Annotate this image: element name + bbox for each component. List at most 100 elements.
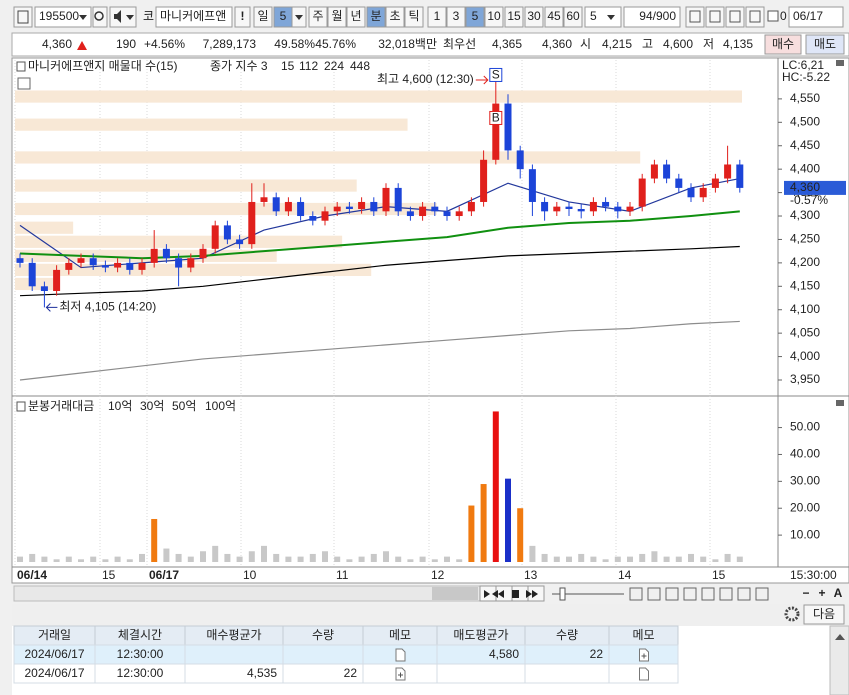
memo-icon[interactable]	[395, 648, 406, 662]
scroll-up[interactable]	[835, 634, 845, 640]
volume-bar	[431, 559, 438, 562]
table-cell[interactable]	[282, 644, 364, 665]
button-frame[interactable]	[253, 6, 273, 28]
quote-ask: 4,365	[492, 37, 522, 51]
button-frame[interactable]	[346, 6, 366, 28]
nav-icon	[512, 590, 519, 598]
table-cell[interactable]	[524, 663, 610, 684]
chart-tool-icon[interactable]	[629, 587, 643, 601]
table-cell[interactable]	[184, 644, 284, 665]
chart-tool-icon[interactable]	[737, 587, 751, 601]
button-frame[interactable]	[427, 6, 447, 28]
settings-icon[interactable]	[784, 606, 800, 622]
scroll-track[interactable]	[13, 585, 481, 602]
chart-tool-icon[interactable]	[701, 587, 715, 601]
button-frame[interactable]	[308, 6, 328, 28]
table-cell[interactable]	[436, 663, 526, 684]
button-frame[interactable]	[563, 6, 583, 28]
candle-body	[53, 269, 61, 291]
y-tick-label: 4,200	[790, 255, 820, 269]
last-price: 4,360	[790, 180, 820, 194]
button-frame[interactable]	[385, 6, 405, 28]
volume-bar	[590, 556, 597, 562]
button-frame[interactable]	[484, 6, 504, 28]
button-frame[interactable]	[366, 6, 386, 28]
dropdown-arrow[interactable]	[295, 15, 303, 20]
button-frame[interactable]	[404, 6, 424, 28]
button-frame[interactable]	[446, 6, 466, 28]
button-frame[interactable]	[544, 6, 564, 28]
chart-tool-icon[interactable]	[683, 587, 697, 601]
button-frame[interactable]	[524, 6, 544, 28]
button-frame[interactable]	[685, 6, 705, 28]
time-label: 15	[102, 568, 116, 582]
candle-body	[663, 164, 671, 179]
volume-bar	[236, 556, 243, 562]
candle-body	[16, 258, 24, 263]
volume-profile-bar	[15, 221, 74, 234]
candle-body	[565, 206, 573, 209]
chart-tool-icon[interactable]	[755, 587, 769, 601]
y-tick-label: 4,450	[790, 138, 820, 152]
candle-body	[101, 265, 109, 268]
icon	[17, 10, 29, 24]
button-frame[interactable]	[13, 6, 33, 28]
button-frame[interactable]	[705, 6, 725, 28]
minute-button: 60	[566, 9, 580, 23]
dropdown-arrow[interactable]	[79, 15, 87, 20]
minute-button: 3	[453, 9, 460, 23]
candle-body	[553, 206, 561, 212]
quote-low: 4,135	[723, 37, 753, 51]
nav-icon	[526, 590, 538, 598]
button-frame[interactable]	[805, 34, 845, 55]
chart-tool-icon[interactable]	[719, 587, 733, 601]
button-frame[interactable]	[155, 6, 233, 28]
search-icon[interactable]	[94, 11, 104, 21]
button-frame[interactable]	[725, 6, 745, 28]
chart-tool-icon[interactable]	[665, 587, 679, 601]
volume-profile-bar	[15, 277, 59, 291]
volume-bar	[163, 548, 170, 562]
tool-icon	[749, 10, 761, 23]
volume-bar	[639, 553, 646, 562]
candle-body	[28, 262, 36, 287]
candle-body	[638, 178, 646, 207]
button-frame[interactable]	[465, 6, 485, 28]
dropdown-arrow[interactable]	[607, 15, 615, 20]
speaker-icon[interactable]	[114, 10, 121, 23]
y-tick-label: 4,100	[790, 302, 820, 316]
button-frame[interactable]	[745, 6, 765, 28]
button-frame[interactable]	[504, 6, 524, 28]
button-frame[interactable]	[764, 34, 802, 55]
table-cell-text: 4,535	[247, 666, 277, 680]
time-label: 15	[712, 568, 726, 582]
button-frame[interactable]	[34, 6, 92, 28]
table-header: 매수평균가	[206, 628, 261, 642]
quote-bid: 4,360	[542, 37, 572, 51]
time-label: 14	[618, 568, 632, 582]
zoom-handle[interactable]	[559, 587, 566, 601]
candle-body	[602, 201, 610, 207]
candle-body	[431, 206, 439, 212]
button-frame[interactable]	[623, 6, 681, 28]
chart-tool-icon[interactable]	[647, 587, 661, 601]
memo-icon[interactable]	[639, 667, 649, 681]
candle-body	[187, 258, 195, 268]
volume-profile-bar	[15, 179, 357, 192]
unit-button: 주	[312, 9, 323, 23]
button-frame[interactable]	[803, 604, 845, 625]
volume-bar	[175, 553, 182, 562]
candle-body	[211, 225, 219, 249]
button-frame[interactable]	[234, 6, 251, 28]
table-scrollbar[interactable]	[829, 625, 849, 695]
button-frame[interactable]	[327, 6, 347, 28]
button-frame[interactable]	[584, 6, 622, 28]
minute-button: 45	[547, 9, 561, 23]
checkbox[interactable]	[767, 10, 779, 22]
button-frame[interactable]	[109, 6, 137, 28]
dropdown-arrow[interactable]	[126, 15, 134, 20]
table-cell-text: 2024/06/17	[24, 666, 84, 680]
button-frame[interactable]	[788, 6, 844, 28]
scroll-thumb[interactable]	[432, 587, 478, 600]
